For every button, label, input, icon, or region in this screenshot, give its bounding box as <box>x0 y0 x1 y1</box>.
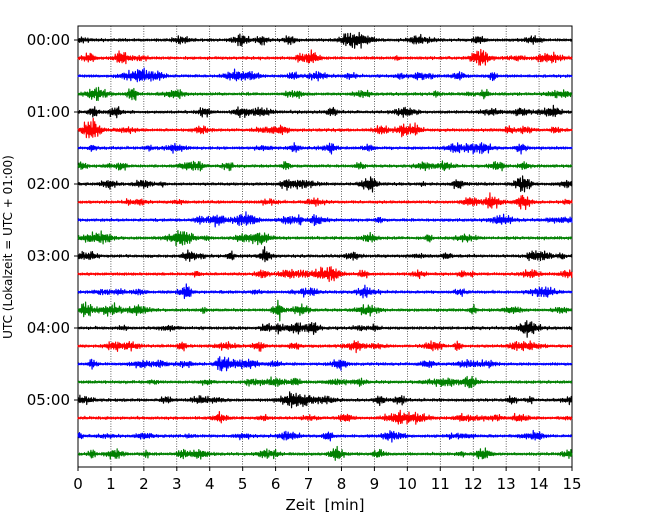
seismic-trace <box>77 429 573 443</box>
seismic-trace <box>77 299 573 322</box>
seismic-trace <box>77 175 573 193</box>
seismic-trace <box>77 445 573 461</box>
seismic-trace <box>77 86 573 102</box>
seismic-trace <box>77 229 573 247</box>
seismic-trace <box>77 117 573 139</box>
seismic-trace <box>77 192 573 211</box>
seismic-trace <box>77 104 573 119</box>
x-tick-label: 0 <box>73 475 83 493</box>
y-tick-label: 05:00 <box>27 391 70 409</box>
x-tick-label: 4 <box>205 475 215 493</box>
seismic-trace <box>77 409 573 425</box>
x-tick-label: 8 <box>337 475 347 493</box>
x-tick-label: 12 <box>464 475 483 493</box>
x-axis-label: Zeit [min] <box>285 496 364 514</box>
x-axis: 0 1 2 3 4 5 6 7 8 9 10 11 12 13 14 15 <box>73 467 582 493</box>
y-axis: 00:00 01:00 02:00 03:00 04:00 05:00 <box>27 31 78 409</box>
seismic-trace <box>77 48 573 66</box>
traces <box>77 31 573 461</box>
seismic-trace <box>77 375 573 389</box>
seismic-trace <box>77 31 573 49</box>
seismic-trace <box>77 246 573 263</box>
x-tick-label: 3 <box>172 475 182 493</box>
x-grid <box>110 26 540 467</box>
x-tick-label: 5 <box>238 475 248 493</box>
seismic-trace <box>77 211 573 228</box>
seismic-trace <box>77 266 573 283</box>
x-tick-label: 1 <box>106 475 116 493</box>
x-tick-label: 11 <box>431 475 450 493</box>
y-axis-label: UTC (Lokalzeit = UTC + 01:00) <box>1 155 15 339</box>
x-tick-label: 14 <box>530 475 549 493</box>
seismic-trace <box>77 356 573 372</box>
x-tick-label: 2 <box>139 475 149 493</box>
y-tick-label: 02:00 <box>27 175 70 193</box>
y-tick-label: 03:00 <box>27 247 70 265</box>
y-tick-label: 04:00 <box>27 319 70 337</box>
x-tick-label: 10 <box>398 475 417 493</box>
seismic-trace <box>77 391 573 409</box>
x-tick-label: 6 <box>271 475 281 493</box>
seismic-trace <box>77 283 573 300</box>
x-tick-label: 15 <box>562 475 581 493</box>
plot-area-frame <box>77 25 573 468</box>
seismic-trace <box>77 320 573 338</box>
seismic-trace <box>77 67 573 83</box>
y-tick-label: 01:00 <box>27 103 70 121</box>
y-tick-label: 00:00 <box>27 31 70 49</box>
seismic-trace <box>77 340 573 354</box>
x-tick-label: 7 <box>304 475 314 493</box>
seismic-trace <box>77 142 573 155</box>
x-tick-label: 9 <box>370 475 380 493</box>
x-tick-label: 13 <box>497 475 516 493</box>
seismic-trace <box>77 160 573 172</box>
